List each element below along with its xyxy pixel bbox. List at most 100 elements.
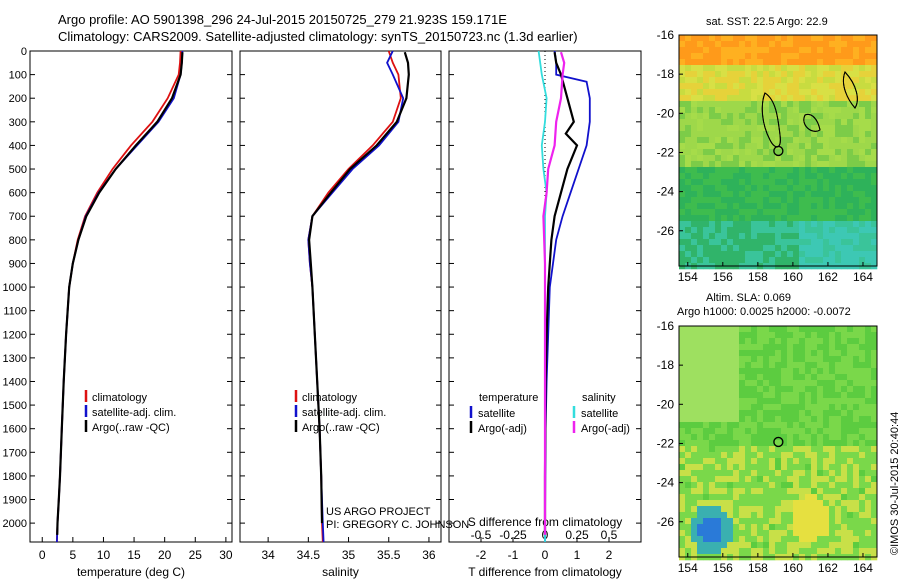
- sla_map-cell: [751, 422, 758, 429]
- sst_map-cell: [781, 89, 788, 96]
- sst_map-cell: [847, 191, 854, 198]
- sst_map-cell: [757, 185, 764, 192]
- sla_map-cell: [739, 380, 746, 387]
- sla_map-cell: [703, 458, 710, 465]
- sst_map-cell: [799, 71, 806, 78]
- sst_map-cell: [733, 209, 740, 216]
- sla_map-cell: [709, 386, 716, 393]
- sst_map-cell: [709, 119, 716, 126]
- sst_map-cell: [691, 245, 698, 252]
- sst_map-cell: [853, 257, 860, 264]
- sla_map-cell: [793, 326, 800, 333]
- sla_map-cell: [865, 482, 872, 489]
- sst_map-cell: [715, 251, 722, 258]
- sla_map-cell: [751, 512, 758, 519]
- sst_map-cell: [799, 101, 806, 108]
- sst_map-cell: [811, 155, 818, 162]
- sla_map-cell: [715, 434, 722, 441]
- sst_map-cell: [691, 131, 698, 138]
- difference-top-tick-label: 0.5: [601, 528, 618, 542]
- sla_map-cell: [865, 542, 872, 549]
- sst_map-cell: [745, 167, 752, 174]
- sst_map-cell: [745, 221, 752, 228]
- sst_map-cell: [697, 257, 704, 264]
- sst_map-cell: [847, 227, 854, 234]
- sst_map-cell: [823, 119, 830, 126]
- sst_map-cell: [745, 239, 752, 246]
- sst_map-cell: [847, 143, 854, 150]
- sst_map-cell: [763, 47, 770, 54]
- sla_map-cell: [841, 422, 848, 429]
- sla_map-cell: [691, 356, 698, 363]
- sst_map-cell: [847, 239, 854, 246]
- sst_map-cell: [811, 239, 818, 246]
- sla_map-cell: [823, 344, 830, 351]
- sla_map-cell: [739, 506, 746, 513]
- sst_map-cell: [811, 35, 818, 42]
- sla_map-cell: [841, 476, 848, 483]
- sla_map-cell: [805, 476, 812, 483]
- sst_map-cell: [835, 161, 842, 168]
- sst_map-cell: [709, 203, 716, 210]
- sst_map-cell: [769, 239, 776, 246]
- sst_map-cell: [811, 203, 818, 210]
- sst_map-cell: [769, 137, 776, 144]
- sla_map-cell: [811, 380, 818, 387]
- sst_map-cell: [709, 257, 716, 264]
- salinity-legend-label: climatology: [302, 392, 358, 404]
- sst_map-cell: [715, 149, 722, 156]
- sst_map-cell: [853, 95, 860, 102]
- sla_map-cell: [709, 362, 716, 369]
- sst_map-cell: [841, 215, 848, 222]
- sst_map-cell: [697, 53, 704, 60]
- sla_map-cell: [817, 494, 824, 501]
- sst_map-cell: [871, 233, 878, 240]
- sla_map-cell: [697, 392, 704, 399]
- sst_map-cell: [721, 101, 728, 108]
- sla_map-cell: [859, 530, 866, 537]
- sst_map-cell: [871, 179, 878, 186]
- sst_map-cell: [751, 203, 758, 210]
- sla_map-cell: [727, 386, 734, 393]
- sst_map-cell: [751, 221, 758, 228]
- sla_map-cell: [823, 416, 830, 423]
- sla_map-cell: [829, 488, 836, 495]
- sla_map-cell: [679, 368, 686, 375]
- sla_map-cell: [691, 374, 698, 381]
- sla_map-cell: [757, 482, 764, 489]
- sla_map-cell: [679, 470, 686, 477]
- sst_map-cell: [847, 167, 854, 174]
- sla_map-cell: [859, 482, 866, 489]
- sst_map-cell: [685, 107, 692, 114]
- sla_map-cell: [721, 344, 728, 351]
- sla_map-cell: [823, 332, 830, 339]
- sst_map-cell: [787, 77, 794, 84]
- sla_map-cell: [871, 350, 878, 357]
- sla_map-cell: [745, 476, 752, 483]
- sla_map-cell: [817, 434, 824, 441]
- sla_map-cell: [781, 356, 788, 363]
- sst_map-cell: [727, 35, 734, 42]
- sst_map-cell: [859, 125, 866, 132]
- sla_map-cell: [823, 548, 830, 555]
- sst_map-cell: [781, 167, 788, 174]
- sla_map-cell: [799, 356, 806, 363]
- sst_map-cell: [697, 221, 704, 228]
- sla_map-cell: [787, 374, 794, 381]
- sla_map-cell: [781, 428, 788, 435]
- sla_map-cell: [865, 362, 872, 369]
- sst_map-cell: [703, 95, 710, 102]
- sla_map-cell: [757, 536, 764, 543]
- sst_map-cell: [799, 89, 806, 96]
- sla_map-cell: [685, 344, 692, 351]
- sla_map-cell: [733, 482, 740, 489]
- sst_map-cell: [703, 101, 710, 108]
- sla_map-cell: [775, 500, 782, 507]
- sla_map-cell: [709, 410, 716, 417]
- temperature-ytick-label: 2000: [3, 518, 27, 530]
- sla_map-cell: [787, 500, 794, 507]
- sst_map-cell: [751, 59, 758, 66]
- sst_map-cell: [775, 47, 782, 54]
- sla_map-cell: [769, 338, 776, 345]
- sla_map-cell: [787, 422, 794, 429]
